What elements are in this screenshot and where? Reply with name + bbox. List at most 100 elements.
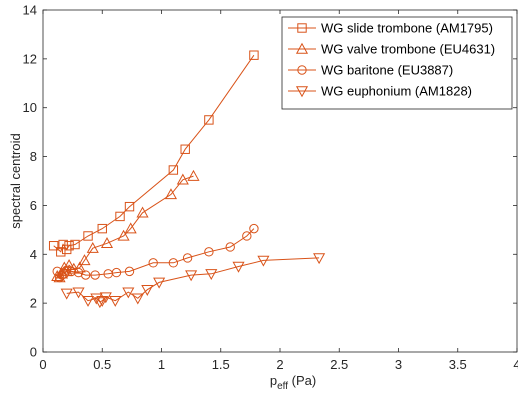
- y-tick-label: 14: [23, 3, 37, 18]
- y-tick-label: 2: [30, 296, 37, 311]
- series-3-point: [242, 231, 252, 241]
- series-2-point: [78, 254, 91, 266]
- y-tick-label: 10: [23, 100, 37, 115]
- y-tick-label: 12: [23, 51, 37, 66]
- x-axis-label: peff (Pa): [270, 373, 316, 392]
- x-tick-label: 0: [39, 357, 46, 372]
- series-3-point: [80, 270, 91, 280]
- series-4-point: [109, 296, 122, 307]
- series-3-point: [182, 253, 193, 263]
- series-1: [48, 50, 259, 257]
- x-tick-label: 1.5: [212, 357, 230, 372]
- series-3-point: [249, 223, 259, 234]
- legend-label: WG slide trombone (AM1795): [321, 21, 493, 36]
- series-2-point: [63, 259, 76, 270]
- series-3-point: [54, 272, 65, 283]
- series-2-point: [164, 188, 178, 200]
- series-4-point: [99, 292, 112, 304]
- series-2-point: [73, 261, 86, 273]
- series-3-point: [66, 266, 77, 277]
- series-1-point: [83, 231, 93, 241]
- series-1-point: [204, 115, 214, 125]
- series-4-point: [153, 277, 166, 289]
- series-4-point: [205, 269, 218, 281]
- series-1-point: [124, 201, 135, 212]
- series-3-point: [52, 266, 62, 277]
- series-4-point: [81, 296, 95, 307]
- series-2-point: [86, 241, 99, 253]
- legend: WG slide trombone (AM1795) WG valve tromb…: [281, 16, 513, 110]
- legend-marker: [295, 42, 309, 54]
- legend-label: WG baritone (EU3887): [321, 63, 453, 78]
- series-2-point: [117, 229, 130, 241]
- series-4-point: [72, 287, 85, 299]
- legend-marker: [297, 23, 307, 33]
- series-4-point: [257, 255, 270, 267]
- legend-marker: [297, 65, 307, 75]
- x-axis-label-unit: (Pa): [288, 373, 316, 388]
- legend-label: WG euphonium (AM1828): [321, 84, 472, 99]
- series-4-point: [313, 253, 326, 265]
- series-1-point: [70, 239, 80, 250]
- series-1-point: [168, 165, 179, 175]
- legend-box: [281, 16, 513, 110]
- series-3-point: [73, 267, 84, 278]
- series-3-point: [204, 247, 214, 257]
- series-2-point: [51, 270, 64, 281]
- series-1-point: [58, 239, 68, 250]
- series-4-point: [131, 293, 144, 305]
- series-4-point: [141, 285, 154, 296]
- series-3-point: [111, 267, 122, 278]
- x-tick-label: 1: [158, 357, 165, 372]
- series-2-point: [100, 237, 114, 248]
- y-tick-label: 8: [30, 149, 37, 164]
- series-2-point: [136, 206, 149, 218]
- series-1-point: [115, 211, 125, 222]
- y-tick-label: 0: [30, 345, 37, 360]
- series-3-point: [57, 270, 67, 280]
- x-tick-label: 2.5: [330, 357, 348, 372]
- series-4-point: [122, 287, 135, 299]
- series-4-point: [90, 293, 103, 305]
- series-layer: [48, 50, 326, 309]
- series-3-point: [124, 266, 135, 277]
- series-1-point: [249, 50, 259, 60]
- x-tick-label: 4: [513, 357, 518, 372]
- y-tick-label: 6: [30, 198, 37, 213]
- series-3: [52, 223, 259, 283]
- y-tick-label: 4: [30, 247, 37, 262]
- x-axis-label-subscript: eff: [277, 381, 288, 392]
- x-axis-label-main: p: [270, 373, 277, 388]
- x-tick-label: 3.5: [449, 357, 467, 372]
- series-4-point: [185, 270, 198, 282]
- axes-layer: 0 0.5 1 1.5 2 2.5 3 3.5 4 0 2 4 6 8 10 12 14: [23, 3, 518, 373]
- series-2-point: [124, 222, 137, 234]
- series-4-point: [93, 297, 106, 309]
- series-3-point: [225, 242, 235, 252]
- legend-label: WG valve trombone (EU4631): [321, 42, 495, 57]
- legend-entry-1: WG slide trombone (AM1795): [288, 21, 493, 36]
- series-3-point: [168, 258, 179, 268]
- series-3-point: [61, 265, 72, 275]
- series-4-point: [232, 261, 245, 273]
- x-tick-label: 0.5: [93, 357, 111, 372]
- x-tick-label: 2: [276, 357, 283, 372]
- x-tick-label: 3: [395, 357, 402, 372]
- series-1-point: [180, 144, 190, 154]
- series-2-point: [176, 173, 189, 185]
- y-axis-label: spectral centroid: [8, 133, 23, 228]
- series-4: [60, 253, 326, 309]
- legend-entry-3: WG baritone (EU3887): [288, 63, 453, 78]
- series-2-point: [187, 169, 200, 181]
- series-1-point: [64, 241, 74, 251]
- legend-marker: [295, 86, 309, 98]
- series-1-point: [48, 241, 59, 251]
- series-4-point: [60, 288, 73, 300]
- legend-entry-4: WG euphonium (AM1828): [288, 84, 472, 99]
- series-1-point: [62, 244, 72, 255]
- series-1-point: [56, 247, 66, 257]
- series-3-point: [90, 270, 100, 280]
- legend-entry-2: WG valve trombone (EU4631): [288, 42, 495, 57]
- series-3-point: [148, 258, 158, 268]
